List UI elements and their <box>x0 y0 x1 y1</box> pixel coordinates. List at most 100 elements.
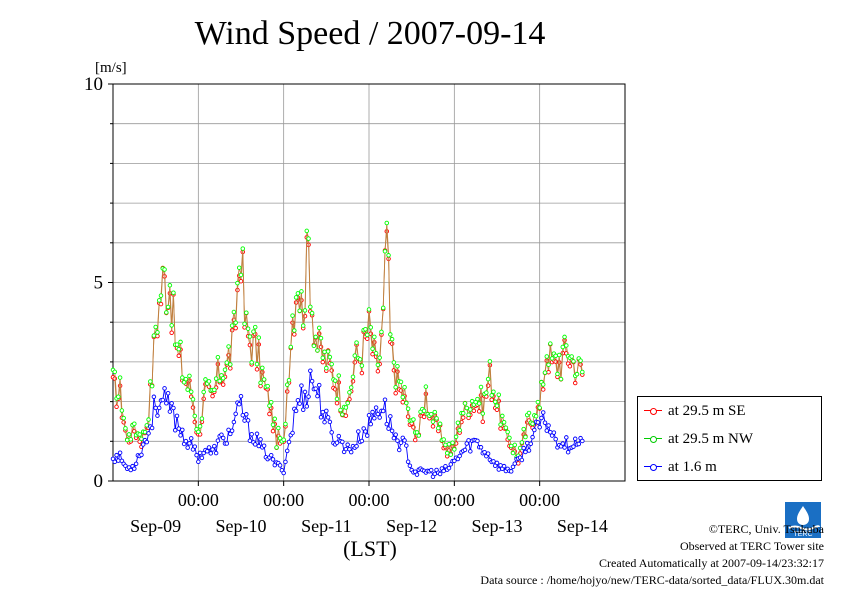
data-point <box>201 389 206 395</box>
data-point <box>443 464 448 469</box>
data-point <box>268 399 274 405</box>
data-point <box>466 438 471 443</box>
data-point <box>508 469 514 474</box>
data-point <box>485 451 491 456</box>
data-point <box>370 351 375 357</box>
data-point <box>286 377 292 383</box>
data-point <box>206 445 212 450</box>
data-point <box>448 452 454 457</box>
data-point <box>220 382 226 387</box>
data-point <box>546 369 551 375</box>
data-point <box>560 441 566 446</box>
data-point <box>580 369 585 375</box>
data-point <box>171 405 176 411</box>
data-point <box>460 415 466 420</box>
data-point <box>196 429 201 435</box>
data-point <box>375 369 381 374</box>
data-point <box>334 400 340 406</box>
data-point <box>480 419 486 425</box>
data-point <box>382 249 388 254</box>
data-point <box>261 377 267 382</box>
data-point <box>325 415 331 420</box>
data-point <box>391 360 397 365</box>
data-point <box>400 400 406 405</box>
data-point <box>144 423 150 428</box>
data-point <box>540 382 546 387</box>
data-point <box>114 404 119 410</box>
data-point <box>434 416 439 421</box>
data-point <box>476 401 482 406</box>
data-point <box>373 405 379 410</box>
data-point <box>187 441 192 446</box>
data-point <box>332 378 338 383</box>
data-point <box>508 443 514 449</box>
data-point <box>494 403 500 408</box>
data-point <box>178 339 183 345</box>
data-point <box>224 441 230 446</box>
data-point <box>501 463 507 469</box>
data-point <box>148 379 153 384</box>
data-point <box>267 411 272 417</box>
data-point <box>480 411 486 416</box>
data-point <box>242 321 247 327</box>
data-point <box>315 348 320 353</box>
data-point <box>478 445 484 450</box>
data-point <box>372 334 377 340</box>
data-point <box>297 308 302 314</box>
data-point <box>389 428 395 434</box>
data-point <box>364 336 370 341</box>
data-point <box>354 340 359 345</box>
legend-marker-blue <box>644 462 662 472</box>
data-point <box>268 453 274 458</box>
data-point <box>247 334 253 339</box>
data-point <box>197 450 203 456</box>
data-point <box>320 355 326 361</box>
data-point <box>359 363 365 368</box>
data-point <box>560 344 566 350</box>
data-point <box>423 384 429 389</box>
data-point <box>395 438 400 443</box>
data-point <box>325 349 331 354</box>
data-point <box>123 426 128 431</box>
data-point <box>299 383 304 388</box>
data-point <box>468 407 473 412</box>
data-point <box>308 304 313 310</box>
data-point <box>306 394 311 399</box>
footer-copyright: ©TERC, Univ. Tsukuba <box>708 522 824 536</box>
data-point <box>551 430 557 435</box>
data-point <box>542 370 548 375</box>
data-point <box>528 441 534 447</box>
data-point <box>544 354 550 359</box>
data-point <box>416 433 422 438</box>
data-point <box>292 332 297 337</box>
data-point <box>524 440 530 446</box>
data-point <box>112 369 118 375</box>
axis-layer: 0 5 10 00:00 00:00 00:00 00:00 00:00 Sep-09 Sep-1… <box>84 74 626 536</box>
data-point <box>430 419 436 424</box>
data-point <box>119 408 125 413</box>
data-point <box>421 414 427 420</box>
data-point <box>562 334 567 340</box>
data-point <box>414 472 420 477</box>
data-point <box>258 380 263 386</box>
data-point <box>347 390 352 395</box>
data-point <box>114 452 119 458</box>
data-point <box>242 418 247 423</box>
data-point <box>510 450 516 456</box>
x-tick-label: 00:00 <box>348 490 389 510</box>
data-point <box>505 429 510 435</box>
data-point <box>411 417 416 422</box>
data-point <box>384 421 390 427</box>
data-point <box>222 367 228 372</box>
data-point <box>169 330 174 336</box>
data-point <box>521 426 526 432</box>
data-point <box>318 335 324 341</box>
data-point <box>494 407 500 413</box>
data-point <box>254 361 260 367</box>
x-date-label: Sep-12 <box>386 516 437 536</box>
data-point <box>117 450 123 455</box>
data-point <box>309 378 315 384</box>
data-point <box>185 387 190 392</box>
data-point <box>324 408 329 414</box>
data-point <box>366 307 372 312</box>
